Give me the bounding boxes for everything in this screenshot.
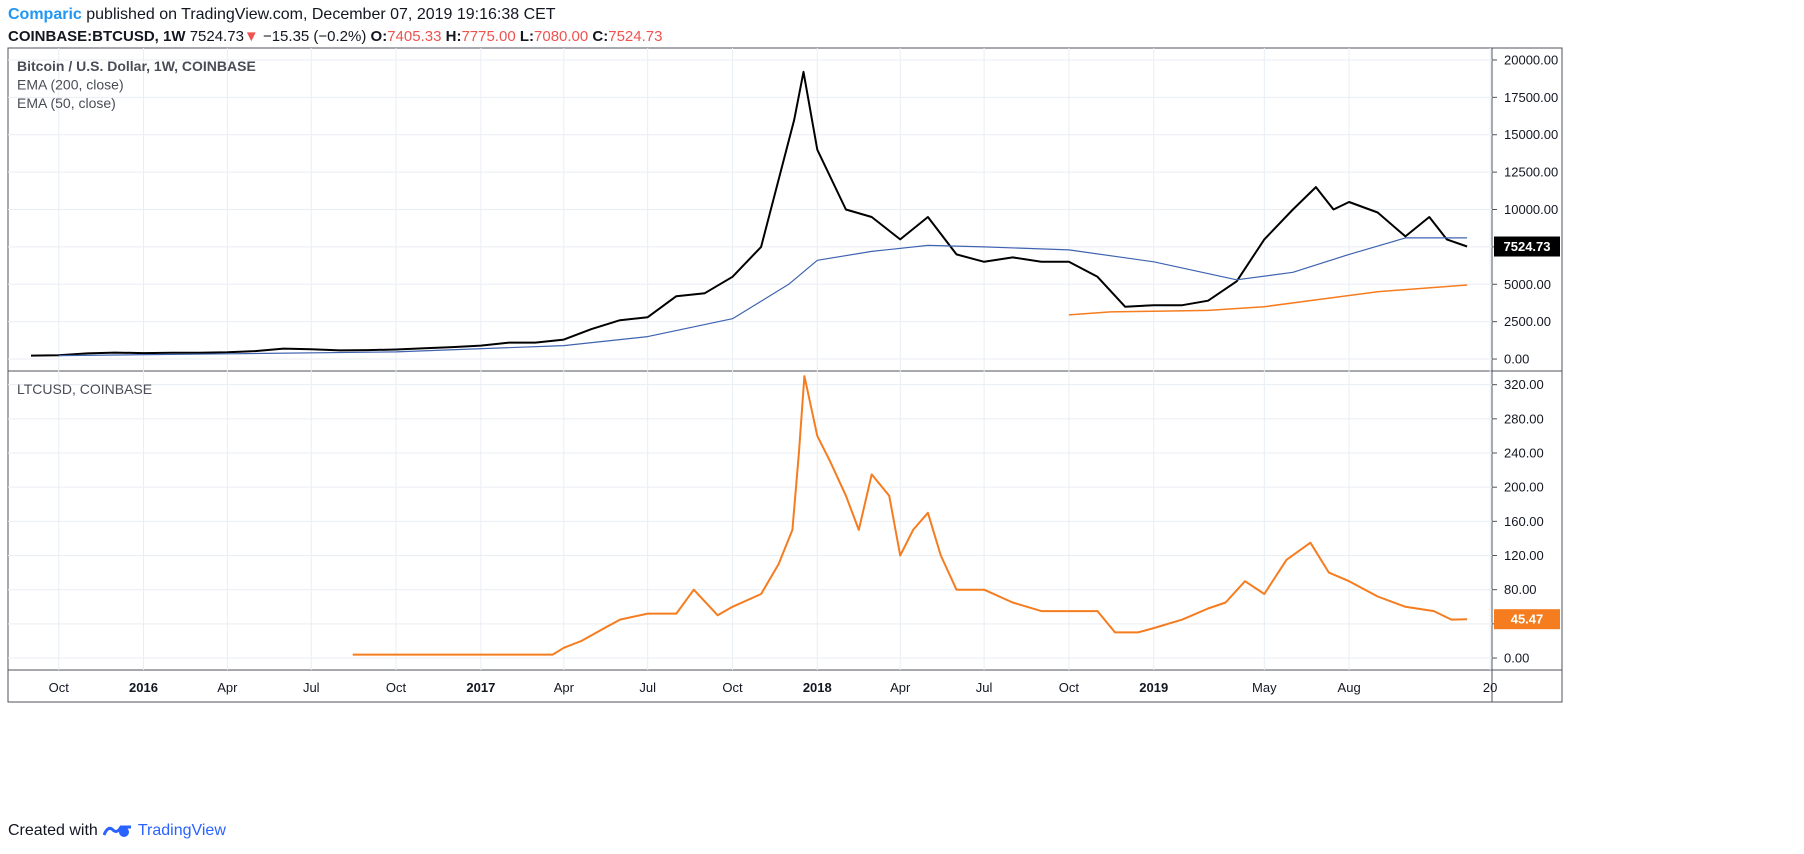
btc-price-line — [30, 70, 1468, 357]
y-tick-label: 2500.00 — [1504, 314, 1551, 329]
chart-frame — [7, 47, 1563, 703]
y-tick-label: 0.00 — [1504, 651, 1529, 666]
y-tick-label: 320.00 — [1504, 377, 1544, 392]
y-tick-label: 240.00 — [1504, 446, 1544, 461]
x-tick-label: Oct — [722, 680, 743, 695]
high-value: 7775.00 — [461, 28, 516, 45]
x-tick-label: Oct — [1059, 680, 1080, 695]
ema50-line — [1068, 284, 1468, 316]
last-price: 7524.73 — [189, 28, 244, 45]
x-tick-label: Oct — [49, 680, 70, 695]
x-tick-label: Jul — [976, 680, 993, 695]
y-tick-label: 160.00 — [1504, 514, 1544, 529]
x-tick-label: Apr — [217, 680, 238, 695]
y-tick-label: 15000.00 — [1504, 127, 1558, 142]
x-tick-label: Oct — [386, 680, 407, 695]
ema200-line — [58, 237, 1468, 357]
footer-credit: Created with TradingView — [8, 822, 226, 840]
published-text: published on TradingView.com, December 0… — [86, 6, 556, 23]
y-tick-label: 0.00 — [1504, 352, 1529, 367]
legend-label: LTCUSD, COINBASE — [17, 381, 152, 397]
y-tick-label: 17500.00 — [1504, 90, 1558, 105]
y-tick-label: 200.00 — [1504, 480, 1544, 495]
tradingview-brand[interactable]: TradingView — [137, 822, 226, 839]
x-tick-label: May — [1252, 680, 1277, 695]
legend-label: EMA (50, close) — [17, 95, 116, 111]
x-tick-label: 20 — [1483, 680, 1497, 695]
created-with-text: Created with — [8, 822, 98, 839]
x-tick-label: Jul — [303, 680, 320, 695]
x-tick-label: 2016 — [129, 680, 158, 695]
x-tick-label: Apr — [554, 680, 575, 695]
ltc-price-line — [352, 375, 1468, 656]
y-tick-label: 280.00 — [1504, 411, 1544, 426]
author-name[interactable]: Comparic — [8, 6, 82, 23]
last-value-badge — [1494, 236, 1560, 257]
x-tick-label: Aug — [1338, 680, 1361, 695]
y-tick-label: 10000.00 — [1504, 202, 1558, 217]
x-tick-label: 2018 — [803, 680, 832, 695]
x-tick-label: Apr — [890, 680, 911, 695]
low-label: L: — [519, 28, 535, 45]
x-tick-label: Jul — [639, 680, 656, 695]
legend-label: Bitcoin / U.S. Dollar, 1W, COINBASE — [17, 58, 256, 74]
y-tick-label: 80.00 — [1504, 582, 1537, 597]
published-line: Comparic published on TradingView.com, D… — [8, 6, 556, 24]
symbol-label: COINBASE:BTCUSD, 1W — [8, 28, 186, 45]
low-value: 7080.00 — [534, 28, 589, 45]
y-tick-label: 20000.00 — [1504, 52, 1558, 67]
close-value: 7524.73 — [608, 28, 663, 45]
y-tick-label: 5000.00 — [1504, 277, 1551, 292]
last-value-badge — [1494, 609, 1560, 630]
high-label: H: — [445, 28, 462, 45]
x-tick-label: 2017 — [466, 680, 495, 695]
price-change: −15.35 (−0.2%) — [262, 28, 367, 45]
tradingview-logo-icon — [102, 825, 131, 837]
last-value-label: 45.47 — [1511, 612, 1544, 627]
down-arrow-icon: ▼ — [243, 28, 259, 45]
close-label: C: — [592, 28, 609, 45]
last-value-label: 7524.73 — [1504, 239, 1551, 254]
y-tick-label: 120.00 — [1504, 548, 1544, 563]
x-tick-label: 2019 — [1139, 680, 1168, 695]
open-label: O: — [370, 28, 388, 45]
ohlc-line: COINBASE:BTCUSD, 1W 7524.73▼ −15.35 (−0.… — [8, 28, 662, 45]
legend-label: EMA (200, close) — [17, 77, 124, 93]
y-tick-label: 12500.00 — [1504, 165, 1558, 180]
open-value: 7405.33 — [387, 28, 442, 45]
